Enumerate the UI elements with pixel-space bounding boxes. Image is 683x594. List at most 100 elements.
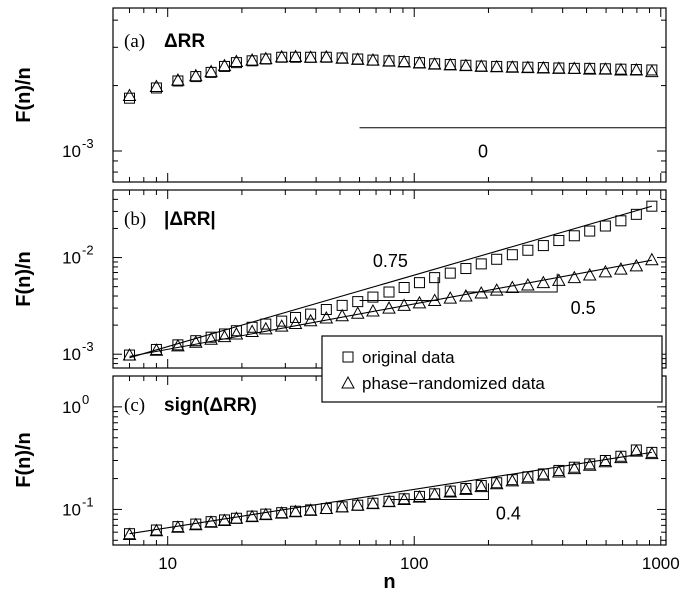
data-point-triangle [217, 329, 232, 343]
data-point-triangle [245, 509, 259, 523]
data-point-square [276, 315, 288, 327]
data-point-triangle [204, 515, 218, 528]
data-point-square [584, 62, 596, 74]
data-point-triangle [319, 310, 334, 324]
y-tick-label: 10 [62, 249, 81, 268]
data-point-triangle [188, 517, 203, 531]
data-point-square [568, 230, 580, 242]
data-point-triangle [521, 60, 535, 74]
data-point-triangle [245, 324, 259, 337]
data-point-triangle [645, 446, 659, 460]
legend-label: phase−randomized data [362, 374, 545, 393]
data-point-triangle [459, 482, 473, 495]
data-point-square [246, 321, 258, 333]
data-point-triangle [459, 58, 473, 72]
data-point-square [537, 468, 549, 480]
legend-label: original data [362, 348, 455, 367]
data-point-square [230, 325, 242, 337]
slope-label: 0.4 [496, 503, 521, 523]
data-point-triangle [204, 332, 218, 345]
data-point-triangle [303, 50, 318, 63]
data-point-triangle [552, 273, 566, 286]
data-point-triangle [629, 444, 644, 457]
data-point-triangle [335, 499, 349, 513]
data-point-triangle [443, 57, 458, 71]
legend-box [321, 335, 663, 403]
y-tick-exponent: -3 [82, 136, 94, 151]
data-point-square [219, 60, 231, 72]
data-point-triangle [582, 62, 597, 75]
data-point-square [260, 318, 272, 330]
data-point-triangle [274, 49, 289, 63]
data-point-square [615, 215, 627, 227]
data-point-triangle [288, 49, 303, 63]
slope-label: 0 [478, 142, 488, 162]
x-tick-label: 100 [400, 554, 428, 573]
data-point-square [150, 82, 162, 94]
data-point-triangle [474, 285, 489, 299]
data-point-triangle [149, 343, 164, 356]
data-point-triangle [303, 313, 318, 327]
data-point-triangle [629, 62, 644, 76]
panel-title: |ΔRR| [164, 209, 216, 230]
data-point-triangle [350, 52, 365, 65]
data-point-square [491, 253, 503, 265]
x-tick-label: 1000 [642, 554, 680, 573]
data-point-triangle [521, 277, 535, 291]
data-point-triangle [536, 468, 551, 481]
slope-guide [464, 273, 558, 293]
data-point-triangle [598, 454, 613, 468]
panel-label: (a) [124, 31, 145, 52]
data-point-square [491, 477, 503, 489]
data-point-triangle [229, 511, 244, 524]
data-point-triangle [288, 504, 303, 518]
data-point-square [398, 282, 410, 294]
data-point-triangle [397, 54, 411, 68]
data-point-square [305, 308, 317, 320]
data-point-triangle [245, 53, 259, 66]
y-tick-exponent: -2 [82, 243, 94, 258]
data-point-square [230, 57, 242, 69]
data-point-triangle [536, 275, 551, 289]
data-point-square [429, 488, 441, 500]
data-point-triangle [443, 484, 458, 498]
data-point-triangle [489, 476, 504, 490]
data-point-triangle [382, 494, 396, 508]
data-point-triangle [288, 316, 303, 329]
data-point-triangle [188, 68, 203, 82]
data-point-triangle [521, 471, 535, 484]
data-point-triangle [614, 450, 628, 464]
data-point-triangle [204, 64, 218, 78]
data-point-square [444, 485, 456, 497]
data-point-square [584, 458, 596, 470]
x-tick-label: 10 [158, 554, 177, 573]
data-point-square [522, 471, 534, 483]
data-point-triangle [412, 55, 427, 69]
data-point-triangle [366, 53, 380, 66]
data-point-triangle [149, 523, 164, 537]
panel-title: sign(ΔRR) [164, 395, 257, 416]
data-point-triangle [382, 301, 396, 314]
data-point-square [506, 474, 518, 486]
y-tick-label: 10 [62, 142, 81, 161]
data-point-square [205, 66, 217, 78]
data-point-triangle [567, 61, 582, 74]
data-point-square [599, 220, 611, 232]
data-point-triangle [412, 490, 427, 503]
data-point-triangle [567, 270, 582, 284]
data-point-square [584, 225, 596, 237]
y-tick-exponent: 0 [82, 392, 89, 407]
data-point-triangle [122, 348, 137, 361]
data-point-triangle [171, 338, 185, 352]
data-point-triangle [171, 520, 185, 533]
data-point-triangle [505, 280, 520, 294]
panel-label: (c) [124, 395, 145, 416]
data-point-triangle [229, 54, 244, 68]
y-tick-label: 10 [62, 345, 81, 364]
data-point-triangle [598, 264, 613, 278]
data-point-square [444, 267, 456, 279]
data-point-triangle [412, 295, 427, 309]
